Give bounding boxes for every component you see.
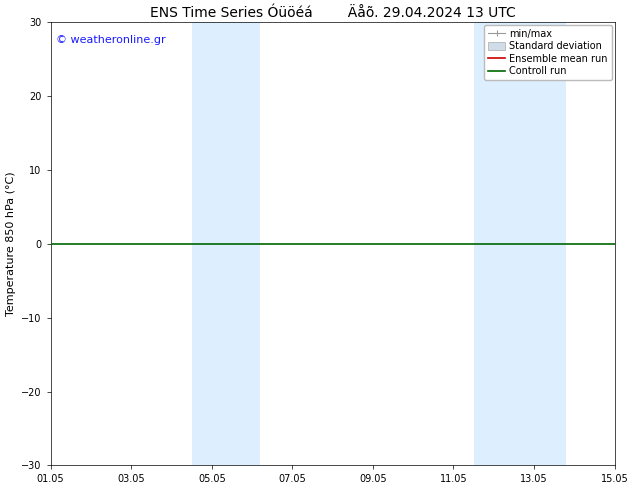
Y-axis label: Temperature 850 hPa (°C): Temperature 850 hPa (°C) (6, 172, 16, 316)
Bar (474, 22, 566, 465)
Title: ENS Time Series Óüöéá        Äåõ. 29.04.2024 13 UTC: ENS Time Series Óüöéá Äåõ. 29.04.2024 13… (150, 5, 515, 20)
Bar (191, 22, 260, 465)
Legend: min/max, Standard deviation, Ensemble mean run, Controll run: min/max, Standard deviation, Ensemble me… (484, 25, 612, 80)
Text: © weatheronline.gr: © weatheronline.gr (56, 35, 166, 46)
